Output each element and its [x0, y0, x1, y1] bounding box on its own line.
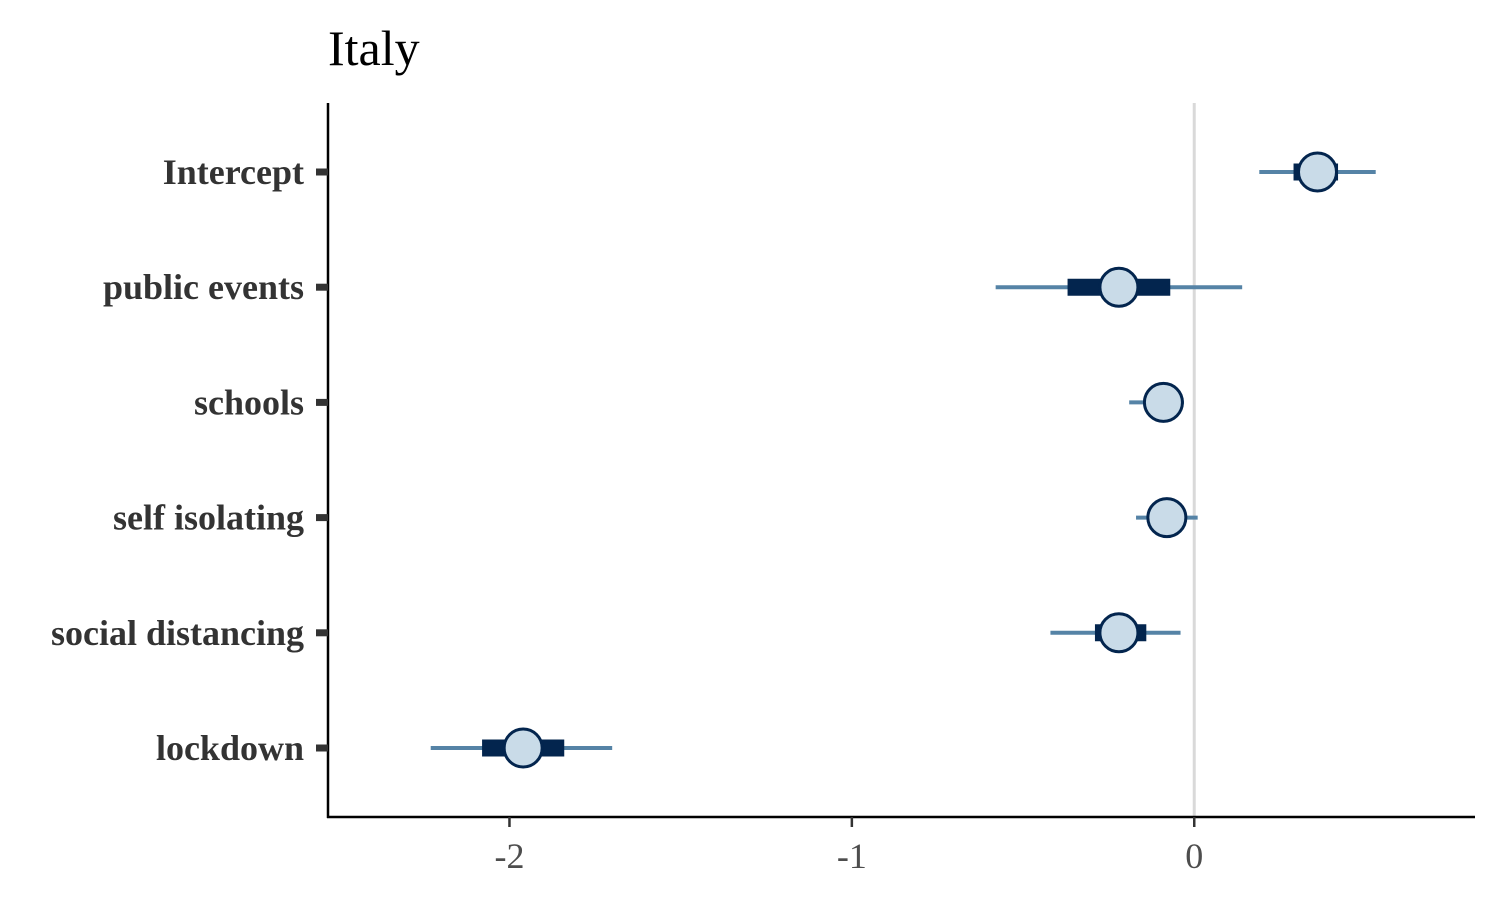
median-point [502, 727, 544, 769]
y-tick-label: self isolating [113, 498, 304, 538]
y-tick-label: Intercept [163, 152, 304, 192]
x-tick-label: 0 [1185, 836, 1203, 876]
median-point [1098, 612, 1140, 654]
chart-title: Italy [328, 20, 420, 76]
median-point [1098, 266, 1140, 308]
x-tick-label: -1 [837, 836, 867, 876]
y-tick-label: lockdown [156, 728, 304, 768]
median-point [1146, 497, 1188, 539]
median-point [1142, 381, 1184, 423]
y-tick-label: public events [103, 267, 304, 307]
x-tick-label: -2 [494, 836, 524, 876]
y-tick-label: schools [194, 382, 304, 422]
median-point [1297, 151, 1339, 193]
y-tick-label: social distancing [51, 613, 304, 653]
